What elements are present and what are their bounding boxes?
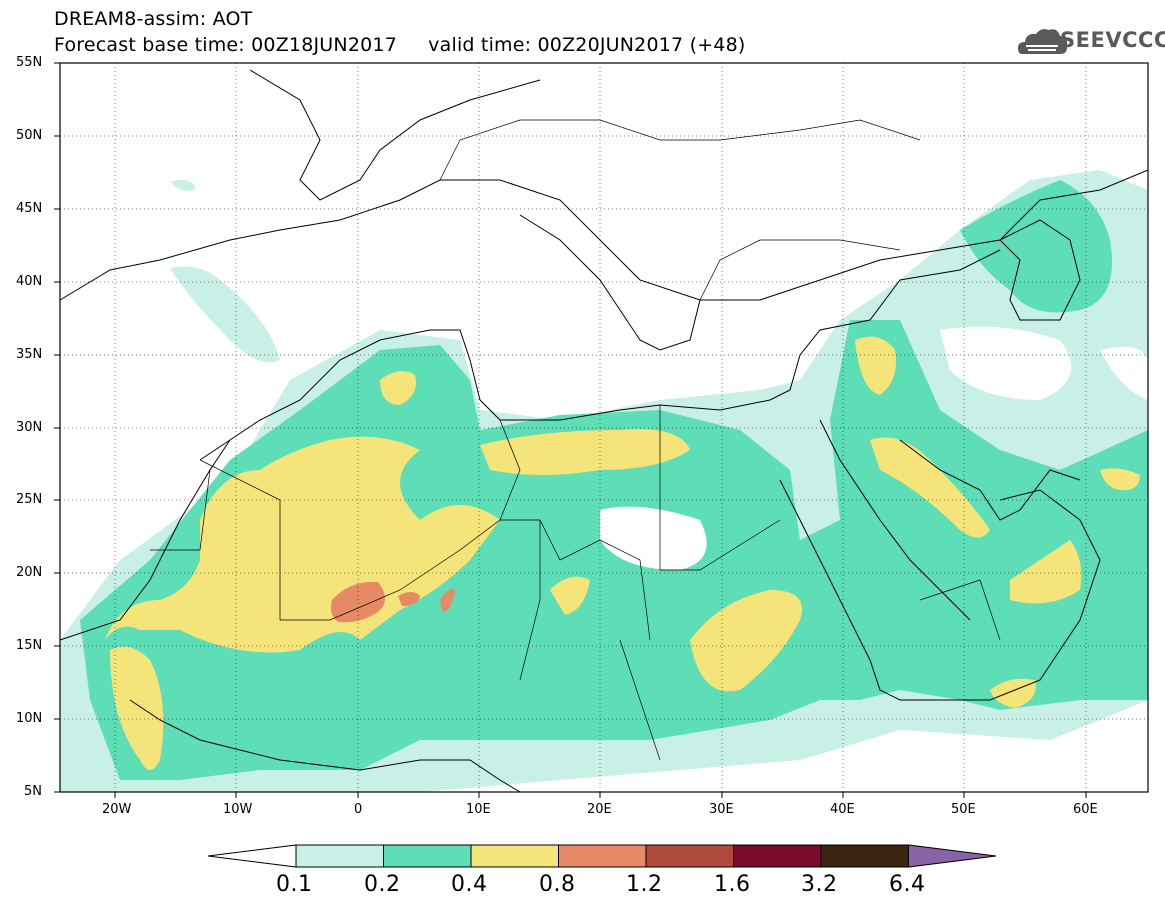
lat-label: 20N	[16, 565, 43, 580]
aot-contour-0.1	[170, 266, 280, 363]
lat-label: 30N	[16, 420, 43, 435]
aot-clear-area	[1100, 346, 1148, 400]
colorbar-bin-0.4	[470, 844, 559, 868]
lon-label: 0	[354, 802, 363, 817]
lon-label: 10E	[466, 802, 491, 817]
lat-label: 55N	[16, 55, 43, 70]
aot-contour-0.2	[960, 180, 1112, 313]
logo-text: SEEVCCC	[1060, 28, 1165, 52]
colorbar-label: 0.8	[539, 872, 576, 897]
colorbar-label: 0.4	[451, 872, 488, 897]
lat-label: 25N	[16, 492, 43, 507]
aot-contour-0.4	[380, 371, 416, 405]
lon-label: 20W	[102, 802, 132, 817]
colorbar-under-triangle	[207, 844, 297, 868]
aot-field	[60, 63, 1148, 792]
axis-ticks	[54, 62, 1087, 798]
aot-clear-area	[600, 506, 707, 570]
colorbar-over-triangle	[908, 844, 997, 868]
lat-label: 45N	[16, 201, 43, 216]
cloud-icon	[1018, 29, 1068, 54]
colorbar-bin-3.2	[820, 844, 909, 868]
aot-contour-0.1	[170, 180, 196, 191]
colorbar-label: 6.4	[889, 872, 926, 897]
aot-contour-0.4	[110, 646, 164, 770]
aot-contour-0.8	[440, 588, 455, 612]
colorbar-bin-0.1	[295, 844, 384, 868]
lat-label: 15N	[16, 638, 43, 653]
lon-label: 60E	[1073, 802, 1098, 817]
colorbar	[207, 844, 997, 868]
aot-contour-0.4	[550, 576, 590, 615]
colorbar-bin-0.8	[558, 844, 647, 868]
colorbar-label: 0.1	[276, 872, 313, 897]
aot-contour-0.4	[855, 336, 896, 395]
lon-label: 30E	[709, 802, 734, 817]
colorbar-bin-0.2	[383, 844, 472, 868]
lat-label: 5N	[24, 784, 42, 799]
colorbar-bin-1.6	[733, 844, 822, 868]
aot-contour-0.4	[1100, 468, 1140, 491]
lon-label: 40E	[830, 802, 855, 817]
country-borders	[150, 119, 1001, 761]
graticule	[60, 63, 1148, 792]
aot-contour-0.4	[480, 429, 690, 475]
colorbar-label: 0.2	[364, 872, 401, 897]
forecast-time-subtitle: Forecast base time: 00Z18JUN2017 valid t…	[54, 34, 746, 56]
lon-label: 10W	[223, 802, 253, 817]
lat-label: 50N	[16, 128, 43, 143]
colorbar-bin-1.2	[645, 844, 734, 868]
lat-label: 40N	[16, 274, 43, 289]
colorbar-label: 1.2	[626, 872, 663, 897]
aot-contour-0.4	[870, 437, 990, 538]
aot-contour-0.4	[1010, 540, 1082, 604]
colorbar-label: 3.2	[801, 872, 838, 897]
aot-clear-area	[940, 326, 1072, 400]
aot-contour-0.8	[330, 581, 385, 623]
lat-label: 35N	[16, 347, 43, 362]
aot-contour-0.8	[398, 592, 420, 606]
colorbar-label: 1.6	[714, 872, 751, 897]
lon-label: 20E	[587, 802, 612, 817]
map-title: DREAM8-assim: AOT	[54, 8, 253, 30]
lon-label: 50E	[951, 802, 976, 817]
lat-label: 10N	[16, 711, 43, 726]
aot-contour-0.4	[690, 590, 802, 692]
